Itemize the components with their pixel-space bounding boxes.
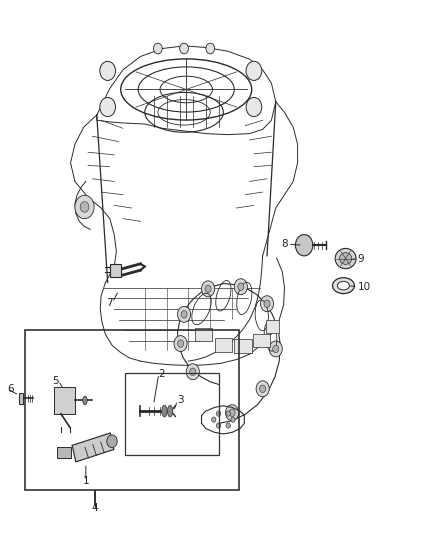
Circle shape — [216, 423, 221, 428]
Text: 3: 3 — [177, 395, 184, 406]
Ellipse shape — [335, 248, 356, 269]
Text: 8: 8 — [281, 239, 288, 249]
Bar — [25, 330, 239, 490]
Circle shape — [190, 368, 196, 375]
Circle shape — [246, 98, 262, 117]
Text: 1: 1 — [82, 477, 89, 486]
Circle shape — [153, 43, 162, 54]
Polygon shape — [72, 433, 114, 462]
Circle shape — [246, 61, 262, 80]
Text: 6: 6 — [7, 384, 14, 394]
Bar — [215, 338, 232, 352]
Circle shape — [80, 201, 89, 212]
Ellipse shape — [162, 405, 167, 417]
Bar — [57, 447, 71, 458]
Bar — [234, 340, 252, 353]
Text: 7: 7 — [106, 297, 113, 308]
Circle shape — [100, 61, 116, 80]
Bar — [266, 320, 279, 333]
Circle shape — [238, 283, 244, 290]
Circle shape — [216, 411, 221, 416]
Bar — [125, 373, 219, 455]
Circle shape — [181, 311, 187, 318]
Bar — [19, 393, 23, 403]
Circle shape — [234, 279, 247, 295]
Bar — [110, 264, 121, 277]
Text: 5: 5 — [52, 376, 58, 386]
Bar — [54, 387, 75, 414]
Circle shape — [75, 195, 94, 219]
Text: 4: 4 — [91, 503, 98, 513]
Circle shape — [107, 435, 117, 448]
Circle shape — [100, 98, 116, 117]
Circle shape — [212, 417, 216, 422]
Bar — [195, 328, 212, 341]
Circle shape — [273, 345, 279, 353]
Circle shape — [186, 364, 199, 379]
Circle shape — [226, 411, 230, 416]
Circle shape — [226, 423, 230, 428]
Circle shape — [180, 43, 188, 54]
Circle shape — [174, 336, 187, 352]
Circle shape — [205, 285, 211, 293]
Circle shape — [260, 385, 266, 392]
Ellipse shape — [83, 396, 87, 405]
Text: 9: 9 — [358, 254, 364, 264]
Bar — [253, 334, 270, 348]
Ellipse shape — [167, 405, 173, 417]
Circle shape — [201, 281, 215, 297]
Circle shape — [231, 417, 235, 422]
Text: 2: 2 — [159, 369, 166, 379]
Circle shape — [256, 381, 269, 397]
Circle shape — [226, 405, 239, 421]
Ellipse shape — [337, 281, 350, 290]
Circle shape — [177, 306, 191, 322]
Ellipse shape — [332, 278, 354, 294]
Ellipse shape — [339, 253, 352, 264]
Circle shape — [206, 43, 215, 54]
Circle shape — [229, 409, 235, 416]
Text: 10: 10 — [358, 282, 371, 292]
Circle shape — [269, 341, 283, 357]
Circle shape — [264, 300, 270, 308]
Circle shape — [261, 296, 274, 312]
Circle shape — [177, 340, 184, 348]
Circle shape — [295, 235, 313, 256]
